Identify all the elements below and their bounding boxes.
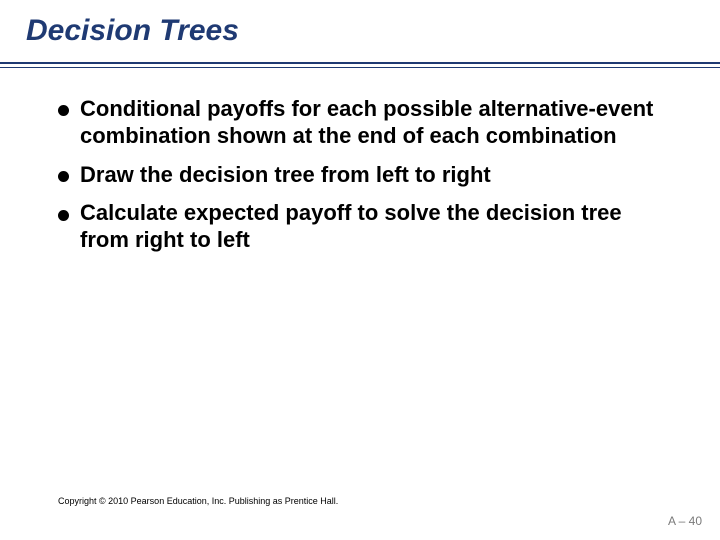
bullet-item: Calculate expected payoff to solve the d… <box>58 200 674 254</box>
page-number: A – 40 <box>668 514 702 528</box>
title-area: Decision Trees <box>0 0 720 48</box>
bullet-text: Draw the decision tree from left to righ… <box>80 162 491 187</box>
bullet-text: Calculate expected payoff to solve the d… <box>80 200 622 252</box>
bullet-item: Draw the decision tree from left to righ… <box>58 162 674 189</box>
bullet-item: Conditional payoffs for each possible al… <box>58 96 674 150</box>
copyright-text: Copyright © 2010 Pearson Education, Inc.… <box>58 496 338 506</box>
bullet-marker-icon <box>58 105 69 116</box>
slide: Decision Trees Conditional payoffs for e… <box>0 0 720 540</box>
content-area: Conditional payoffs for each possible al… <box>0 68 720 254</box>
bullet-list: Conditional payoffs for each possible al… <box>58 96 674 254</box>
slide-title: Decision Trees <box>26 14 720 48</box>
bullet-marker-icon <box>58 210 69 221</box>
divider-thick <box>0 62 720 64</box>
bullet-text: Conditional payoffs for each possible al… <box>80 96 653 148</box>
bullet-marker-icon <box>58 171 69 182</box>
